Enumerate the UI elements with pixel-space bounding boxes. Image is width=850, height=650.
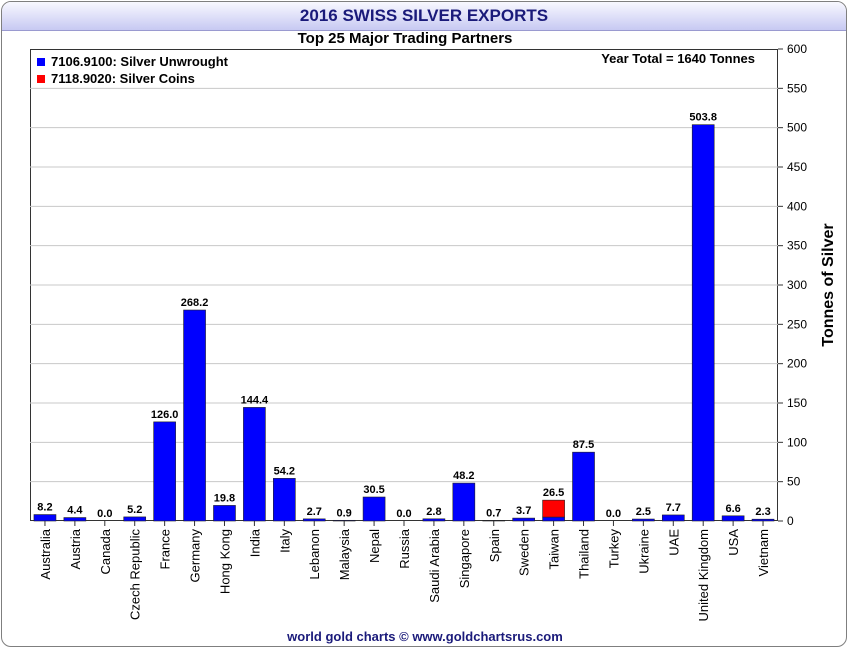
legend-label-unwrought: 7106.9100: Silver Unwrought [51,54,229,69]
legend-swatch-coins [37,74,45,83]
year-total-annotation: Year Total = 1640 Tonnes [601,51,755,66]
legend-label-coins: 7118.9020: Silver Coins [51,71,195,86]
footer-credit: world gold charts © www.goldchartsrus.co… [287,629,563,644]
chart-main-title: 2016 SWISS SILVER EXPORTS [299,6,549,25]
plot-area [30,49,778,521]
legend-item-unwrought: 7106.9100: Silver Unwrought [37,54,228,69]
legend-item-coins: 7118.9020: Silver Coins [37,71,195,86]
legend-swatch-unwrought [37,57,45,66]
chart-subtitle: Top 25 Major Trading Partners [297,30,513,47]
title-bar: 2016 SWISS SILVER EXPORTS [2,2,846,31]
